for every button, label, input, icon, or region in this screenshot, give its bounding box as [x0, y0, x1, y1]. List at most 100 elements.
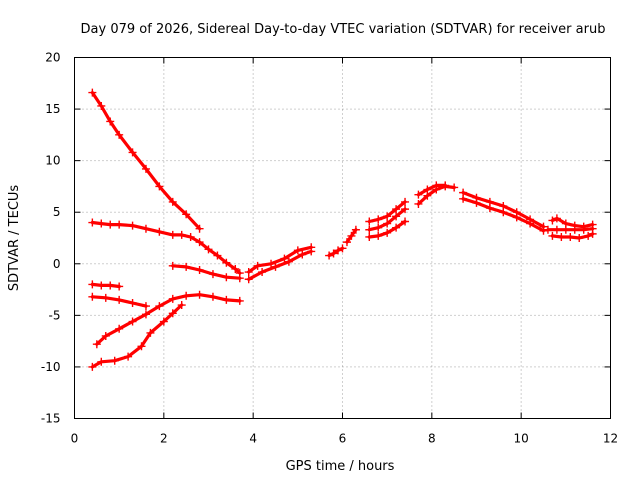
- series-s3: [168, 261, 244, 283]
- data-point-marker: [450, 183, 459, 192]
- series-s4: [88, 280, 124, 291]
- data-point-marker: [128, 148, 137, 157]
- x-tick-label: 12: [603, 432, 618, 446]
- x-axis-label: GPS time / hours: [286, 459, 395, 474]
- data-point-marker: [88, 362, 97, 371]
- data-point-marker: [579, 225, 588, 234]
- series-line: [416, 183, 447, 197]
- data-point-marker: [141, 302, 150, 311]
- data-point-marker: [168, 261, 177, 270]
- data-point-marker: [92, 340, 101, 349]
- series-s6: [92, 290, 244, 349]
- data-point-marker: [213, 251, 222, 260]
- data-point-marker: [374, 223, 383, 232]
- data-point-marker: [307, 243, 316, 252]
- data-point-marker: [548, 216, 557, 225]
- data-point-marker: [414, 190, 423, 199]
- y-tick-label: 15: [45, 102, 60, 116]
- plot-frame: [74, 57, 611, 419]
- series-s16: [414, 181, 450, 199]
- data-point-marker: [401, 205, 410, 214]
- series-line: [90, 282, 121, 289]
- data-point-marker: [208, 292, 217, 301]
- y-tick-label: 10: [45, 154, 60, 168]
- series-s14: [365, 217, 410, 241]
- data-point-marker: [334, 246, 343, 255]
- x-tick-label: 6: [339, 432, 347, 446]
- y-axis-label: SDTVAR / TECUs: [7, 185, 22, 292]
- data-point-marker: [392, 212, 401, 221]
- series-s17: [459, 188, 548, 231]
- data-point-marker: [101, 331, 110, 340]
- y-tick-label: 5: [53, 205, 61, 219]
- data-point-marker: [284, 257, 293, 266]
- series-s2: [88, 218, 244, 278]
- series-s20: [543, 224, 597, 234]
- data-point-marker: [485, 204, 494, 213]
- x-tick-label: 0: [71, 432, 79, 446]
- data-point-marker: [128, 221, 137, 230]
- data-point-marker: [271, 262, 280, 271]
- data-point-marker: [512, 213, 521, 222]
- y-tick-label: -15: [41, 412, 61, 426]
- data-point-marker: [293, 246, 302, 255]
- data-point-marker: [101, 293, 110, 302]
- data-point-marker: [88, 218, 97, 227]
- data-point-marker: [244, 275, 253, 284]
- data-point-marker: [88, 292, 97, 301]
- series-line: [327, 246, 345, 258]
- x-tick-labels: 0 2 4 6 8 10 12: [71, 432, 618, 446]
- data-point-marker: [267, 259, 276, 268]
- data-point-marker: [182, 262, 191, 271]
- data-point-marker: [195, 224, 204, 233]
- data-point-marker: [128, 317, 137, 326]
- data-point-marker: [155, 302, 164, 311]
- data-point-marker: [195, 265, 204, 274]
- series-line: [90, 91, 202, 231]
- data-point-marker: [128, 298, 137, 307]
- data-point-marker: [383, 212, 392, 221]
- data-point-marker: [258, 268, 267, 277]
- data-point-marker: [365, 232, 374, 241]
- data-point-marker: [342, 238, 351, 247]
- data-point-marker: [222, 273, 231, 282]
- data-point-marker: [168, 230, 177, 239]
- data-point-marker: [244, 268, 253, 277]
- data-point-marker: [177, 301, 186, 310]
- data-point-marker: [365, 225, 374, 234]
- data-point-marker: [137, 342, 146, 351]
- series-s9: [244, 243, 316, 277]
- data-point-marker: [208, 270, 217, 279]
- data-point-marker: [499, 208, 508, 217]
- data-point-marker: [548, 231, 557, 240]
- data-point-marker: [325, 251, 334, 260]
- x-tick-label: 4: [249, 432, 257, 446]
- data-point-marker: [423, 185, 432, 194]
- series-line: [90, 220, 242, 275]
- data-point-marker: [155, 227, 164, 236]
- data-point-marker: [168, 294, 177, 303]
- data-point-marker: [441, 181, 450, 190]
- data-point-marker: [115, 324, 124, 333]
- series-s8: [244, 247, 316, 284]
- data-point-marker: [401, 197, 410, 206]
- data-point-marker: [584, 231, 593, 240]
- data-point-marker: [97, 281, 106, 290]
- data-point-marker: [235, 296, 244, 305]
- grid-lines: [74, 57, 611, 419]
- series-s1: [88, 88, 204, 233]
- chart-title: Day 079 of 2026, Sidereal Day-to-day VTE…: [81, 22, 606, 37]
- data-point-marker: [231, 264, 240, 273]
- y-tick-labels: -15 -10 -5 0 5 10 15 20: [41, 51, 61, 426]
- data-point-marker: [97, 101, 106, 110]
- data-point-marker: [159, 317, 168, 326]
- data-point-marker: [365, 217, 374, 226]
- y-tick-label: 0: [53, 257, 61, 271]
- data-point-marker: [414, 199, 423, 208]
- data-point-marker: [110, 356, 119, 365]
- series-s7: [88, 301, 186, 371]
- data-point-marker: [115, 220, 124, 229]
- data-point-marker: [552, 225, 561, 234]
- data-point-marker: [124, 352, 133, 361]
